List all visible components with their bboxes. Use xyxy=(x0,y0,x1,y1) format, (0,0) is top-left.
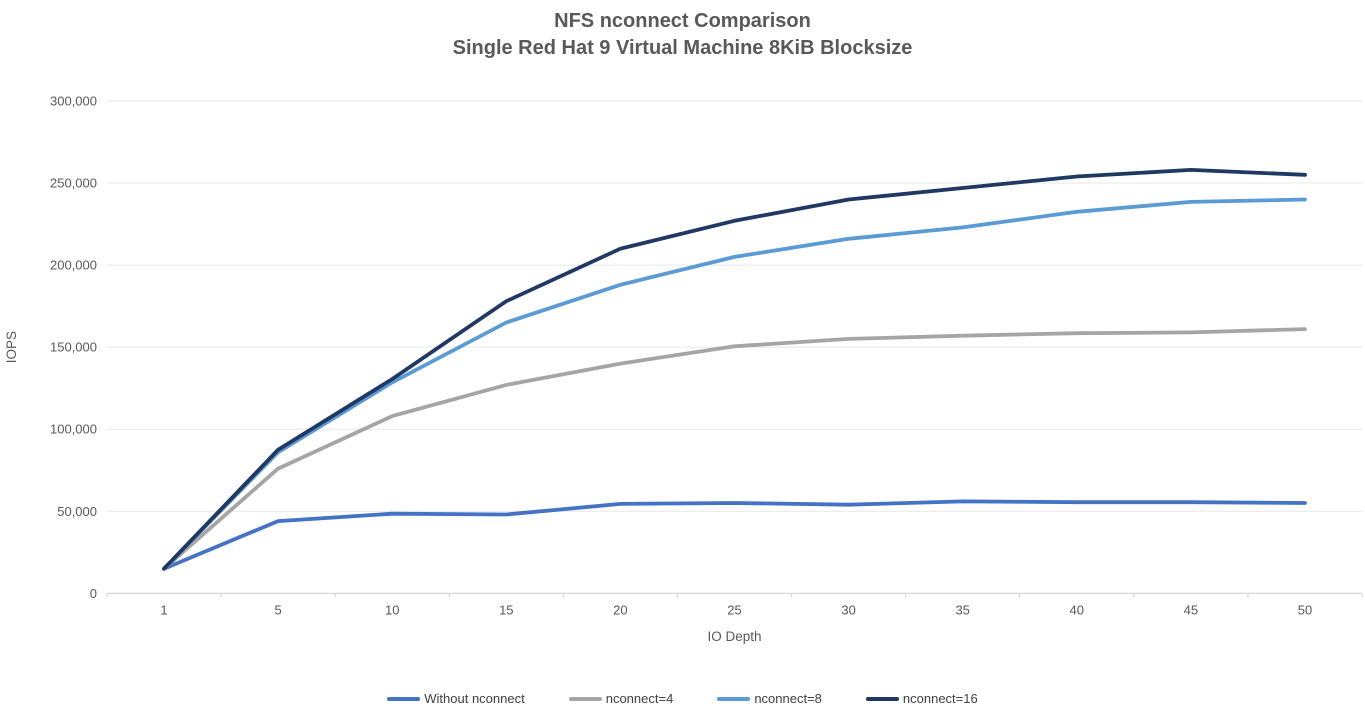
series-line-nconnect-16 xyxy=(162,167,1307,571)
legend-item-nconnect-4: nconnect=4 xyxy=(568,691,674,706)
x-axis-title: IO Depth xyxy=(707,629,761,644)
legend-line-swatch xyxy=(387,696,421,701)
chart-title: NFS nconnect Comparison Single Red Hat 9… xyxy=(0,8,1365,62)
y-axis-labels: 0 50,000 100,000 150,000 200,000 250,000 300,0… xyxy=(50,94,97,601)
series-line-nconnect-8 xyxy=(162,197,1307,571)
y-tick-label: 150,000 xyxy=(50,340,97,355)
y-tick-label: 300,000 xyxy=(50,94,97,109)
y-tick-label: 250,000 xyxy=(50,176,97,191)
legend-line-swatch xyxy=(865,696,899,701)
y-tick-label: 100,000 xyxy=(50,422,97,437)
chart-title-line1: NFS nconnect Comparison xyxy=(554,10,811,32)
x-tick-label: 45 xyxy=(1184,602,1198,617)
legend-label: Without nconnect xyxy=(424,691,525,706)
x-tick-label: 30 xyxy=(841,602,855,617)
x-tick-label: 20 xyxy=(613,602,627,617)
y-tick-label: 50,000 xyxy=(57,504,97,519)
x-axis-labels: 1 5 10 15 20 25 30 35 40 45 50 xyxy=(160,602,1312,617)
x-tick-label: 10 xyxy=(385,602,399,617)
legend-label: nconnect=8 xyxy=(754,691,822,706)
y-tick-label: 200,000 xyxy=(50,258,97,273)
gridlines xyxy=(107,100,1362,512)
legend-label: nconnect=4 xyxy=(605,691,674,706)
legend-item-nconnect-16: nconnect=16 xyxy=(865,691,978,706)
x-tick-label: 5 xyxy=(275,602,282,617)
y-axis-title: IOPS xyxy=(4,331,19,363)
legend-item-nconnect-8: nconnect=8 xyxy=(717,691,822,706)
chart-title-line2: Single Red Hat 9 Virtual Machine 8KiB Bl… xyxy=(452,37,913,59)
x-tick-label: 35 xyxy=(955,602,969,617)
legend-item-without-nconnect: Without nconnect xyxy=(387,691,525,706)
x-tick-label: 1 xyxy=(160,602,167,617)
x-tick-label: 25 xyxy=(727,602,741,617)
series-line-nconnect-4 xyxy=(162,327,1307,571)
legend-label: nconnect=16 xyxy=(902,691,978,706)
x-axis xyxy=(106,592,1363,598)
y-tick-label: 0 xyxy=(90,586,97,601)
x-tick-label: 40 xyxy=(1070,602,1084,617)
legend-line-swatch xyxy=(717,696,751,701)
chart-legend: Without nconnect nconnect=4 nconnect=8 ncon… xyxy=(0,691,1365,706)
x-tick-label: 50 xyxy=(1298,602,1312,617)
legend-line-swatch xyxy=(568,696,602,701)
x-tick-label: 15 xyxy=(499,602,513,617)
series-line-without-nconnect xyxy=(162,499,1307,571)
